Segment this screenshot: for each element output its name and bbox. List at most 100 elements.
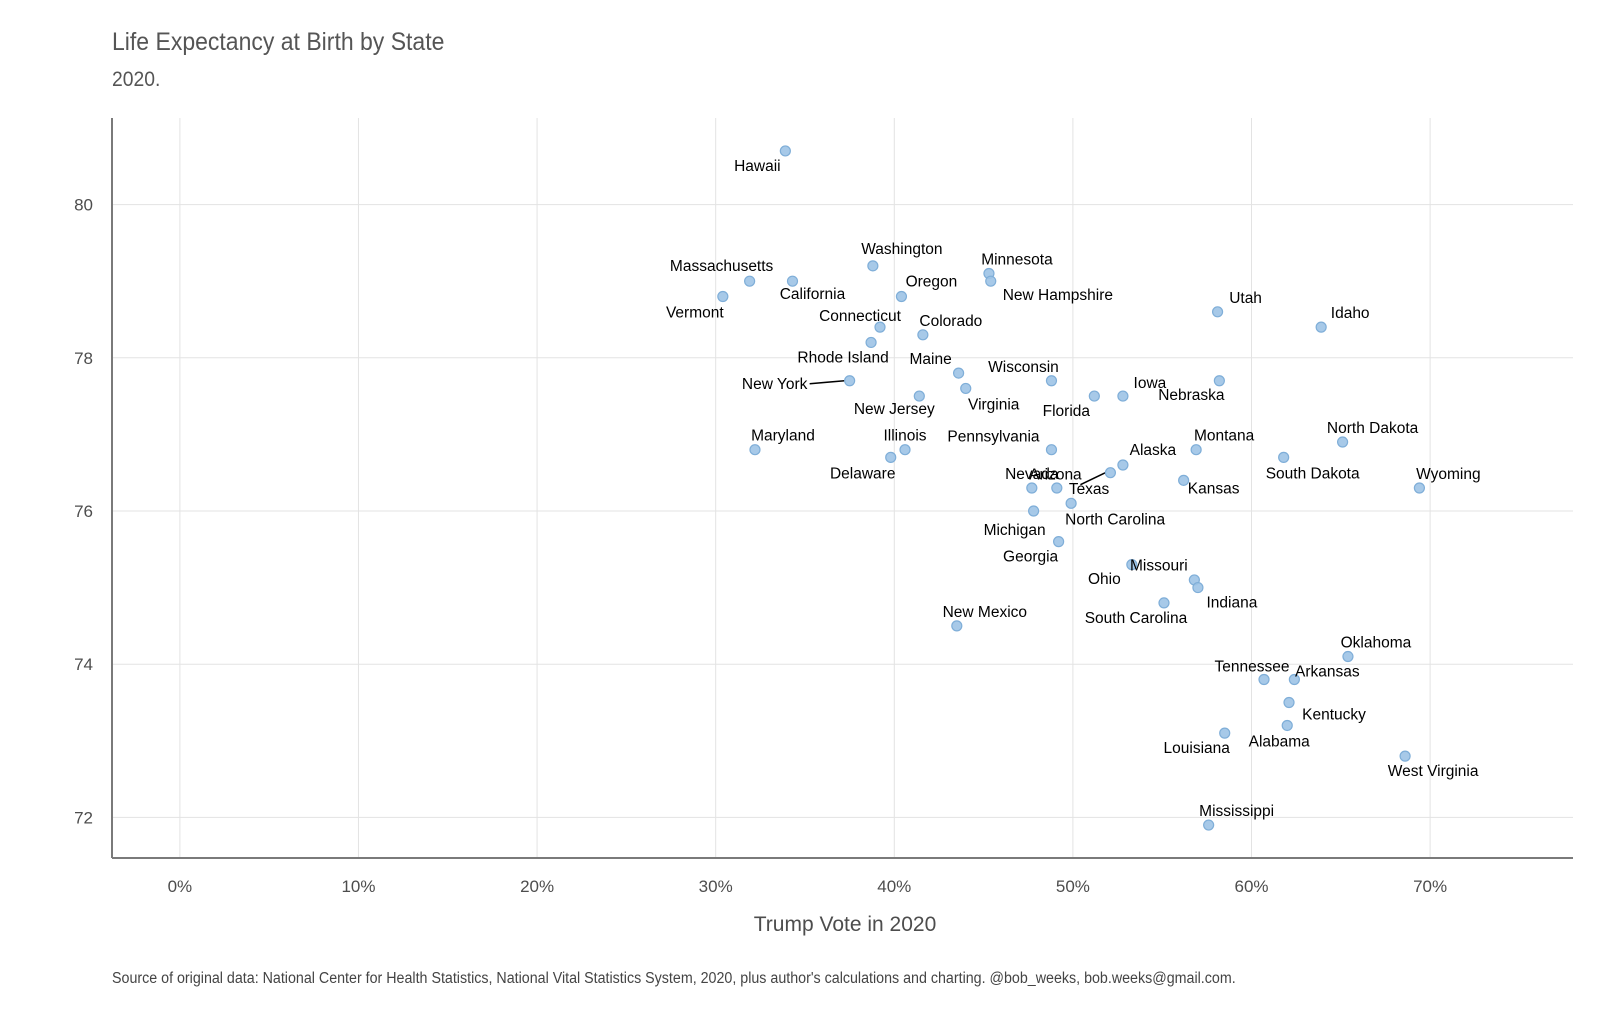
data-point-oregon (895, 290, 908, 303)
x-tick-label: 70% (1413, 877, 1447, 896)
data-label-nevada: Nevada (1005, 466, 1059, 483)
data-point-alaska (1117, 459, 1129, 471)
y-tick-label: 78 (74, 349, 93, 368)
data-point-layer (717, 145, 1425, 831)
data-label-rhode-island: Rhode Island (797, 349, 888, 366)
data-point-kentucky (1283, 696, 1295, 709)
data-point-mississippi (1203, 819, 1215, 831)
data-point-new-hampshire (985, 275, 997, 287)
data-label-indiana: Indiana (1206, 595, 1257, 612)
data-point-georgia (1053, 536, 1065, 548)
data-label-maryland: Maryland (751, 428, 815, 445)
data-label-texas: Texas (1069, 481, 1110, 498)
data-label-mississippi: Mississippi (1199, 803, 1274, 820)
leader-line-arizona (1080, 471, 1106, 486)
data-point-illinois (899, 444, 911, 456)
x-axis-title: Trump Vote in 2020 (754, 913, 937, 936)
data-point-vermont (717, 290, 729, 303)
data-label-south-dakota: South Dakota (1266, 465, 1360, 482)
data-point-louisiana (1219, 727, 1231, 739)
data-label-tennessee: Tennessee (1215, 659, 1290, 676)
x-tick-label: 20% (520, 877, 554, 896)
chart-subtitle: 2020. (112, 68, 161, 91)
data-point-utah (1211, 306, 1224, 318)
data-label-utah: Utah (1229, 290, 1262, 307)
data-label-massachusetts: Massachusetts (670, 258, 774, 275)
x-tick-label: 60% (1234, 877, 1268, 896)
data-point-rhode-island (865, 336, 877, 349)
data-point-new-jersey (913, 390, 925, 402)
x-tick-label: 50% (1056, 877, 1090, 896)
data-point-florida (1088, 390, 1100, 402)
data-point-california (786, 275, 799, 287)
data-label-hawaii: Hawaii (734, 158, 781, 175)
data-point-hawaii (779, 145, 791, 157)
chart-title: Life Expectancy at Birth by State (112, 28, 445, 56)
data-label-arizona: Arizona (1029, 467, 1082, 484)
data-label-kansas: Kansas (1188, 480, 1240, 497)
data-label-arkansas: Arkansas (1295, 664, 1360, 681)
data-point-south-carolina (1158, 597, 1170, 609)
x-tick-label: 30% (699, 877, 733, 896)
data-label-north-carolina: North Carolina (1065, 511, 1165, 528)
data-label-maine: Maine (909, 351, 951, 368)
data-point-virginia (960, 382, 972, 395)
y-tick-label: 76 (74, 502, 93, 521)
data-label-vermont: Vermont (666, 304, 724, 321)
data-point-idaho (1315, 321, 1327, 333)
data-point-connecticut (874, 321, 886, 333)
data-point-alabama (1281, 719, 1293, 732)
data-point-oklahoma (1342, 650, 1354, 663)
data-point-south-dakota (1278, 451, 1290, 463)
data-point-missouri (1126, 559, 1138, 571)
data-label-illinois: Illinois (883, 428, 926, 445)
data-label-alabama: Alabama (1249, 733, 1311, 750)
y-tick-label: 74 (74, 655, 93, 674)
y-tick-label: 80 (74, 196, 93, 215)
x-tick-label: 0% (168, 877, 193, 896)
leader-line-new-york (809, 379, 845, 385)
data-label-louisiana: Louisiana (1164, 740, 1231, 757)
data-label-ohio: Ohio (1088, 571, 1121, 588)
data-label-delaware: Delaware (830, 465, 895, 482)
data-label-virginia: Virginia (968, 396, 1020, 413)
data-point-arizona (1104, 467, 1117, 479)
data-point-colorado (917, 329, 929, 341)
data-label-colorado: Colorado (919, 313, 982, 330)
data-label-north-dakota: North Dakota (1327, 420, 1419, 437)
data-label-wyoming: Wyoming (1416, 466, 1480, 483)
data-label-georgia: Georgia (1003, 549, 1059, 566)
data-point-pennsylvania (1045, 444, 1058, 456)
data-label-iowa: Iowa (1134, 375, 1167, 392)
data-label-oregon: Oregon (906, 273, 958, 290)
data-label-new-york: New York (742, 376, 808, 393)
data-label-idaho: Idaho (1331, 305, 1370, 322)
data-point-west-virginia (1399, 750, 1411, 762)
data-label-wisconsin: Wisconsin (988, 359, 1059, 376)
data-point-new-york (844, 375, 856, 387)
y-tick-label: 72 (74, 808, 93, 827)
data-label-south-carolina: South Carolina (1085, 610, 1188, 627)
data-point-maryland (749, 444, 761, 456)
data-point-delaware (885, 451, 897, 463)
data-label-montana: Montana (1194, 428, 1255, 445)
data-point-new-mexico (951, 620, 963, 632)
data-point-tennessee (1258, 673, 1270, 686)
source-caption: Source of original data: National Center… (112, 970, 1236, 987)
data-point-massachusetts (744, 275, 756, 287)
axis-layer: 0% 10% 20% 30% 40% 50% 60% 70% 72 74 76 78 80 (74, 118, 1573, 896)
data-label-layer: Hawaii Massachusetts California Vermont Wash… (666, 158, 1481, 820)
x-tick-label: 40% (877, 877, 911, 896)
data-label-connecticut: Connecticut (819, 308, 902, 325)
data-point-north-dakota (1336, 436, 1349, 448)
data-label-oklahoma: Oklahoma (1341, 635, 1412, 652)
data-point-washington (867, 260, 879, 272)
data-label-michigan: Michigan (984, 522, 1046, 539)
data-point-montana (1190, 444, 1202, 456)
data-point-wisconsin (1045, 375, 1058, 387)
data-label-nebraska: Nebraska (1158, 387, 1225, 404)
data-point-nebraska (1213, 375, 1225, 387)
data-label-kentucky: Kentucky (1302, 706, 1366, 723)
